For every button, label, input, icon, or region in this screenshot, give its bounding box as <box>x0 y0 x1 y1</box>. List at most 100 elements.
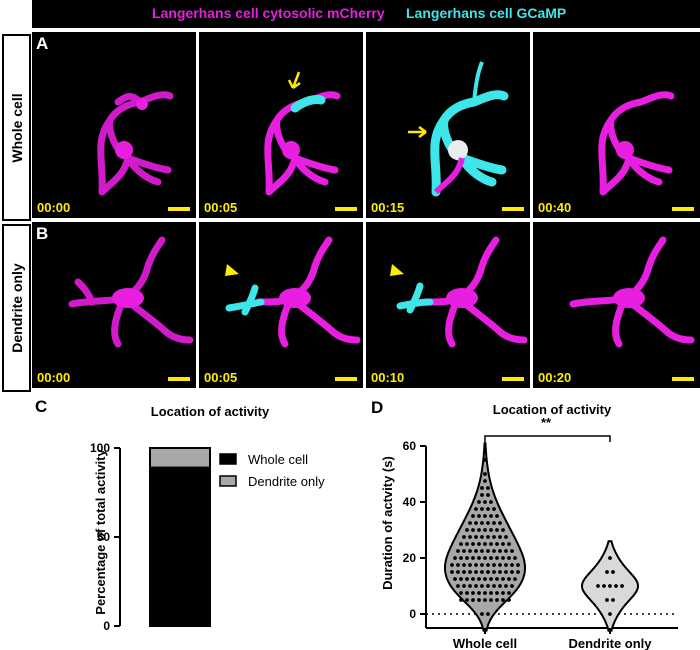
chart-c-bar-dendrite-only <box>149 447 211 469</box>
data-point <box>498 563 502 567</box>
image-panel-b3: 00:10 <box>366 222 530 388</box>
data-point <box>489 591 493 595</box>
data-point <box>459 556 463 560</box>
data-point <box>462 549 466 553</box>
data-point <box>510 549 514 553</box>
data-point <box>474 507 478 511</box>
timestamp: 00:15 <box>371 200 405 215</box>
scale-bar <box>502 207 524 211</box>
data-point <box>486 521 490 525</box>
data-point <box>486 584 490 588</box>
data-point <box>492 549 496 553</box>
arrow-icon <box>287 71 301 90</box>
data-point <box>489 528 493 532</box>
data-point <box>489 556 493 560</box>
data-point <box>471 528 475 532</box>
data-point <box>608 556 612 560</box>
chart-d-ytick-label: 40 <box>403 495 417 509</box>
data-point <box>456 549 460 553</box>
data-point <box>489 514 493 518</box>
data-point <box>513 556 517 560</box>
chart-c-ytick-label: 0 <box>103 619 110 633</box>
data-point <box>498 570 502 574</box>
data-point <box>453 577 457 581</box>
data-point <box>501 598 505 602</box>
mcherry-label: Langerhans cell cytosolic mCherry <box>152 5 385 21</box>
chart-c-ylabel: Percentage of total activity <box>93 449 108 615</box>
data-point <box>480 612 484 616</box>
scale-bar <box>335 377 357 381</box>
data-point <box>465 577 469 581</box>
data-point <box>465 528 469 532</box>
data-point <box>480 493 484 497</box>
scale-bar <box>168 377 190 381</box>
data-point <box>501 528 505 532</box>
chart-c-ytick-label: 50 <box>97 530 111 544</box>
data-point <box>474 563 478 567</box>
timestamp: 00:10 <box>371 370 405 385</box>
data-point <box>468 549 472 553</box>
row-label-dendrite-only: Dendrite only <box>2 224 31 392</box>
data-point <box>483 598 487 602</box>
data-point <box>465 598 469 602</box>
data-point <box>480 563 484 567</box>
data-point <box>507 591 511 595</box>
chart-d: Duration of actvity (s) ** 0 20 40 60 Whole… <box>380 415 678 650</box>
data-point <box>501 556 505 560</box>
data-point <box>471 514 475 518</box>
data-point <box>504 563 508 567</box>
image-panel-b2: 00:05 <box>199 222 363 388</box>
data-point <box>492 570 496 574</box>
data-point <box>492 584 496 588</box>
data-point <box>510 584 514 588</box>
data-point <box>483 472 487 476</box>
data-point <box>480 507 484 511</box>
data-point <box>477 500 481 504</box>
chart-c-bar-whole-cell <box>149 466 211 627</box>
chart-d-ytick-label: 60 <box>403 439 417 453</box>
data-point <box>450 563 454 567</box>
panel-letter-d: D <box>371 398 384 417</box>
data-point <box>495 598 499 602</box>
data-point <box>477 528 481 532</box>
panel-letter-c: C <box>35 397 48 416</box>
chart-d-xtick-label: Dendrite only <box>568 636 652 650</box>
chart-c-legend-label: Dendrite only <box>248 474 325 489</box>
chart-d-title: Location of activity <box>492 402 612 417</box>
data-point <box>483 514 487 518</box>
data-point <box>501 577 505 581</box>
chart-d-ylabel: Duration of actvity (s) <box>380 456 395 590</box>
data-point <box>483 591 487 595</box>
data-point <box>486 549 490 553</box>
data-point <box>608 612 612 616</box>
chart-c-legend-swatch <box>219 475 237 487</box>
chart-c-ytick-label: 100 <box>90 441 110 455</box>
chart-d-ytick-label: 20 <box>403 551 417 565</box>
data-point <box>495 577 499 581</box>
data-point <box>483 577 487 581</box>
scale-bar <box>168 207 190 211</box>
data-point <box>480 486 484 490</box>
data-point <box>516 563 520 567</box>
data-point <box>495 591 499 595</box>
data-point <box>486 535 490 539</box>
data-point <box>474 521 478 525</box>
data-point <box>498 535 502 539</box>
data-point <box>602 584 606 588</box>
scale-bar <box>502 377 524 381</box>
data-point <box>486 493 490 497</box>
data-point <box>489 598 493 602</box>
data-point <box>456 584 460 588</box>
data-point <box>507 542 511 546</box>
data-point <box>465 556 469 560</box>
chart-c-legend-label: Whole cell <box>248 452 308 467</box>
scale-bar <box>335 207 357 211</box>
data-point <box>486 612 490 616</box>
data-point <box>510 563 514 567</box>
data-point <box>498 549 502 553</box>
data-point <box>474 549 478 553</box>
data-point <box>489 577 493 581</box>
data-point <box>596 584 600 588</box>
data-point <box>456 563 460 567</box>
arrowhead-icon <box>390 264 404 276</box>
